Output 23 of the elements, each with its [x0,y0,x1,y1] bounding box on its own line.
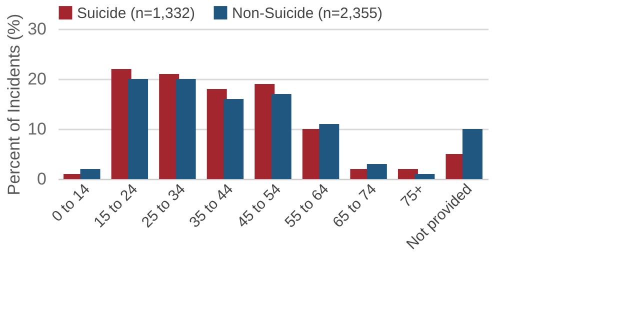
x-tick-label: 25 to 34 [138,180,189,232]
bar [398,169,418,179]
x-tick-label: 0 to 14 [48,180,94,226]
bar [319,124,340,179]
legend-label: Suicide (n=1,332) [77,4,195,22]
y-tick-label: 20 [28,70,46,88]
y-tick-label: 30 [28,20,46,38]
bar [271,94,292,179]
y-axis-title: Percent of Incidents (%) [4,14,24,196]
bar [176,79,196,179]
bar [128,79,148,179]
x-tick-label: 75+ [398,180,428,211]
x-tick-label: 55 to 64 [282,180,332,232]
bar [80,169,100,179]
x-tick-label: 65 to 74 [330,180,380,232]
bar [224,99,244,179]
bar [462,129,482,179]
y-tick-label: 0 [37,170,46,188]
bar [366,164,387,179]
bar [414,174,435,179]
legend-label: Non-Suicide (n=2,355) [232,4,383,22]
x-tick-label: 15 to 24 [90,180,141,232]
y-tick-label: 10 [28,120,46,138]
